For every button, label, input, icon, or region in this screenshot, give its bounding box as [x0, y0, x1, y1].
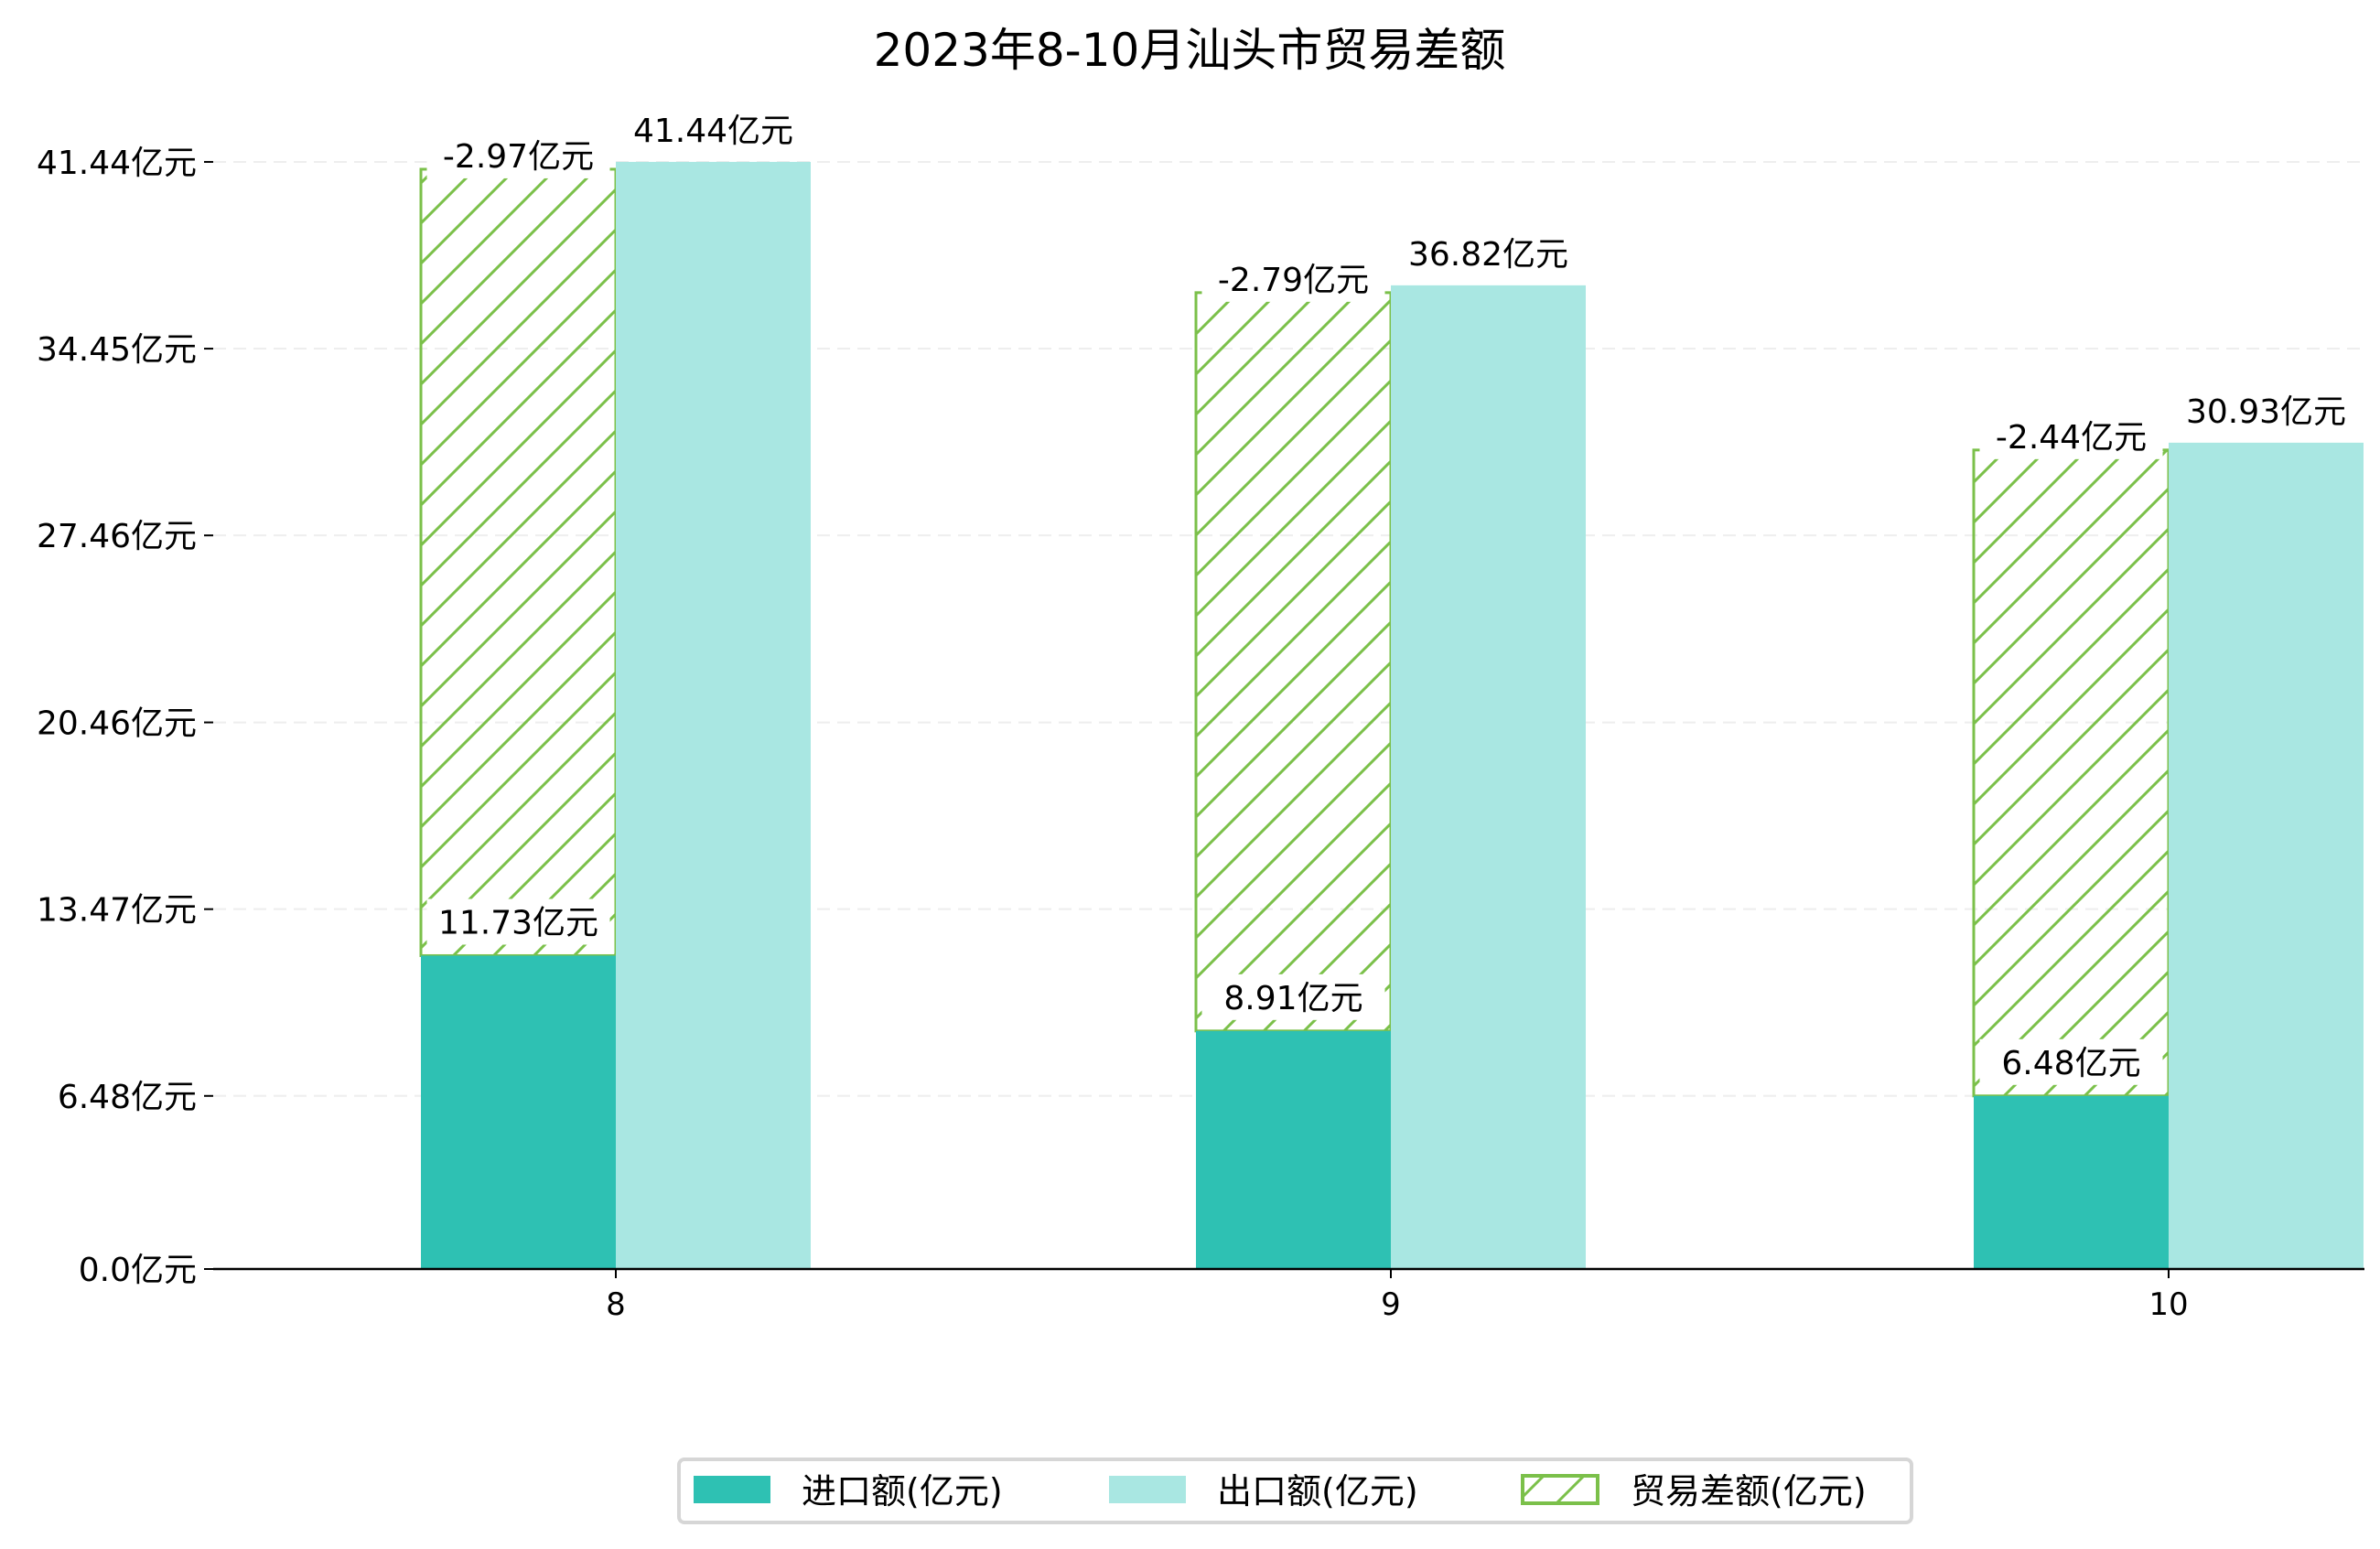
export-bar — [616, 161, 811, 1269]
import-data-label: 8.91亿元 — [1223, 980, 1362, 1017]
balance-bar — [419, 167, 618, 957]
import-data-label: 11.73亿元 — [438, 904, 598, 941]
legend-label-balance: 贸易差额(亿元) — [1631, 1471, 1867, 1511]
y-tick-label: 13.47亿元 — [37, 892, 197, 930]
import-bar — [1974, 1095, 2169, 1269]
balance-bar — [1972, 448, 2170, 1098]
balance-data-label: -2.79亿元 — [1218, 262, 1369, 299]
balance-data-label-box — [1979, 413, 2163, 459]
x-tick-label: 8 — [606, 1286, 626, 1323]
import-data-label-box — [426, 898, 610, 945]
y-tick-label: 34.45亿元 — [37, 331, 197, 369]
y-tick-label: 41.44亿元 — [37, 145, 197, 182]
legend-swatch-balance — [1521, 1474, 1599, 1505]
legend: 进口额(亿元) 出口额(亿元) 贸易差额(亿元) — [677, 1458, 1913, 1524]
y-tick-label: 0.0亿元 — [79, 1252, 197, 1289]
export-data-label: 36.82亿元 — [1408, 236, 1568, 274]
legend-swatch-export — [1109, 1476, 1186, 1503]
y-tick-label: 6.48亿元 — [58, 1079, 197, 1116]
y-tick-label: 20.46亿元 — [37, 705, 197, 743]
x-tick-label: 10 — [2148, 1286, 2188, 1323]
export-data-label: 30.93亿元 — [2186, 393, 2346, 431]
import-data-label: 6.48亿元 — [2001, 1045, 2140, 1082]
export-bar — [1391, 285, 1586, 1270]
legend-label-export: 出口额(亿元) — [1217, 1471, 1418, 1511]
export-bar — [2169, 442, 2364, 1269]
legend-swatch-import — [694, 1476, 770, 1503]
import-bar — [421, 955, 616, 1269]
import-data-label-box — [1201, 974, 1385, 1020]
chart-title: 2023年8-10月汕头市贸易差额 — [874, 24, 1506, 77]
import-data-label-box — [1979, 1038, 2163, 1085]
export-data-label: 41.44亿元 — [633, 113, 793, 150]
balance-data-label-box — [426, 132, 610, 178]
balance-bar — [1194, 291, 1393, 1033]
import-bar — [1196, 1030, 1391, 1269]
y-tick-label: 27.46亿元 — [37, 518, 197, 555]
balance-data-label-box — [1201, 255, 1385, 302]
balance-data-label: -2.44亿元 — [1996, 419, 2147, 457]
x-tick-label: 9 — [1381, 1286, 1401, 1323]
legend-label-import: 进口额(亿元) — [802, 1471, 1003, 1511]
balance-data-label: -2.97亿元 — [443, 138, 594, 176]
